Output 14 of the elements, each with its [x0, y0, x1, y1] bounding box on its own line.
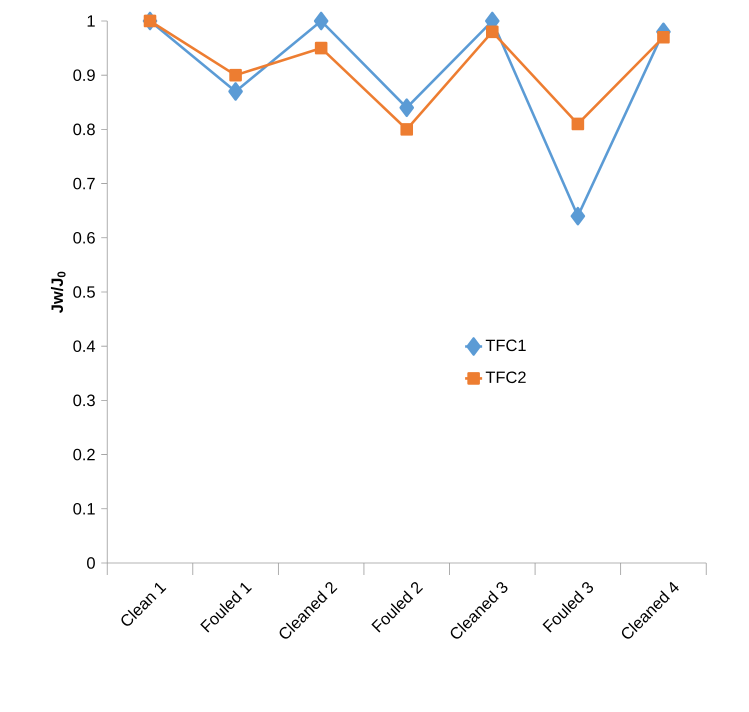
y-tick-label: 0.4	[73, 340, 96, 352]
y-axis-title: Jw/J$_{0}$	[50, 272, 66, 313]
y-tick-label: 1	[88, 15, 95, 27]
y-tick-label: 0.1	[73, 502, 95, 515]
y-tick-label: 0.3	[73, 394, 95, 406]
y-tick-label: 0.5	[73, 286, 95, 298]
legend-label: TFC2	[486, 371, 526, 384]
y-tick-label: 0	[87, 557, 95, 569]
legend-label: TFC1	[486, 340, 526, 352]
y-tick-label: 0.9	[73, 69, 95, 81]
y-tick-label: 0.2	[73, 448, 95, 460]
y-tick-label: 0.8	[73, 124, 95, 136]
y-tick-label: 0.6	[73, 232, 95, 244]
y-tick-label: 0.7	[73, 178, 95, 190]
